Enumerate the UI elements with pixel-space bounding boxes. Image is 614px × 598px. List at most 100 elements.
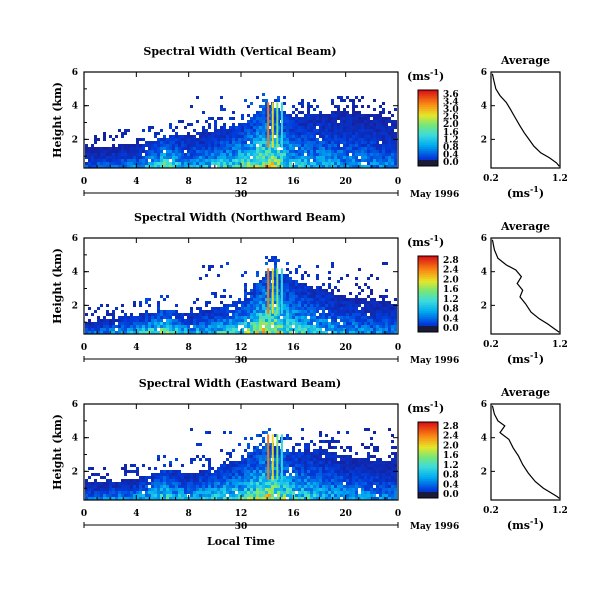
heatmap-cell — [319, 452, 322, 455]
heatmap-cell — [328, 292, 331, 295]
heatmap-cell — [256, 111, 259, 114]
heatmap-cell — [283, 298, 286, 301]
heatmap-cell — [178, 328, 181, 331]
heatmap-cell — [214, 319, 217, 322]
heatmap-cell — [226, 328, 229, 331]
heatmap-cell — [184, 488, 187, 491]
heatmap-cell — [97, 147, 100, 150]
heatmap-cell — [172, 319, 175, 322]
colorbar-swatch — [418, 275, 438, 278]
heatmap-cell — [220, 470, 223, 473]
heatmap-cell — [97, 159, 100, 162]
heatmap-cell — [88, 488, 91, 491]
heatmap-cell — [313, 126, 316, 129]
heatmap-cell — [265, 138, 268, 141]
heatmap-cell — [319, 304, 322, 307]
heatmap-cell — [310, 491, 313, 494]
heatmap-cell — [154, 479, 157, 482]
heatmap-cell — [376, 458, 379, 461]
heatmap-cell — [130, 316, 133, 319]
average-x-axis-label: (ms-1) — [507, 350, 544, 366]
heatmap-cell — [343, 307, 346, 310]
heatmap-cell — [238, 476, 241, 479]
heatmap-cell — [229, 316, 232, 319]
heatmap-cell — [259, 135, 262, 138]
heatmap-cell — [373, 316, 376, 319]
heatmap-cell — [166, 310, 169, 313]
heatmap-cell — [154, 319, 157, 322]
heatmap-cell — [301, 307, 304, 310]
heatmap-cell — [352, 298, 355, 301]
heatmap-cell — [127, 319, 130, 322]
heatmap-cell — [232, 467, 235, 470]
heatmap-cell — [253, 283, 256, 286]
heatmap-cell — [334, 120, 337, 123]
heatmap-cell — [241, 479, 244, 482]
heatmap-cell — [373, 301, 376, 304]
y-tick-label: 6 — [72, 234, 78, 244]
heatmap-cell — [361, 153, 364, 156]
heatmap-cell — [361, 159, 364, 162]
heatmap-cell — [343, 464, 346, 467]
heatmap-cell — [109, 494, 112, 497]
heatmap-cell — [244, 156, 247, 159]
heatmap-cell — [277, 485, 280, 488]
heatmap-cell — [118, 147, 121, 150]
heatmap-cell — [283, 123, 286, 126]
heatmap-cell — [346, 120, 349, 123]
heatmap-cell — [136, 316, 139, 319]
heatmap-cell — [199, 473, 202, 476]
heatmap-cell — [103, 135, 106, 138]
heatmap-cell — [346, 491, 349, 494]
heatmap-cell — [355, 117, 358, 120]
heatmap-cell — [94, 325, 97, 328]
heatmap-cell — [382, 111, 385, 114]
heatmap-cell — [307, 138, 310, 141]
average-x-axis-label: (ms-1) — [507, 516, 544, 532]
heatmap-cell — [316, 105, 319, 108]
heatmap-cell — [304, 129, 307, 132]
heatmap-cell — [274, 491, 277, 494]
x-tick-label: 12 — [235, 177, 248, 187]
heatmap-cell — [223, 322, 226, 325]
colorbar-swatch — [418, 320, 438, 323]
heatmap-cell — [367, 162, 370, 165]
y-tick-label: 6 — [72, 68, 78, 78]
heatmap-cell — [127, 331, 130, 334]
heatmap-cell — [346, 126, 349, 129]
colorbar-swatch — [418, 437, 438, 440]
heatmap-cell — [220, 144, 223, 147]
heatmap-cell — [298, 328, 301, 331]
heatmap-cell — [262, 322, 265, 325]
heatmap-cell — [232, 126, 235, 129]
heatmap-cell — [379, 120, 382, 123]
heatmap-cell — [130, 464, 133, 467]
heatmap-cell — [247, 316, 250, 319]
heatmap-cell — [301, 138, 304, 141]
heatmap-cell — [136, 482, 139, 485]
heatmap-cell — [340, 304, 343, 307]
heatmap-cell — [328, 458, 331, 461]
heatmap-cell — [394, 458, 397, 461]
heatmap-cell — [274, 283, 277, 286]
heatmap-cell — [382, 307, 385, 310]
heatmap-cell — [283, 488, 286, 491]
heatmap-cell — [166, 488, 169, 491]
heatmap-cell — [226, 159, 229, 162]
heatmap-cell — [376, 449, 379, 452]
colorbar-swatch — [418, 467, 438, 470]
heatmap-cell — [217, 159, 220, 162]
heatmap-cell — [295, 470, 298, 473]
heatmap-cell — [268, 461, 271, 464]
heatmap-cell — [205, 473, 208, 476]
heatmap-cell — [163, 147, 166, 150]
heatmap-cell — [274, 120, 277, 123]
heatmap-cell — [217, 141, 220, 144]
heatmap-cell — [211, 307, 214, 310]
heatmap-cell — [220, 129, 223, 132]
heatmap-cell — [361, 307, 364, 310]
heatmap-cell — [136, 488, 139, 491]
heatmap-cell — [349, 488, 352, 491]
heatmap-cell — [241, 144, 244, 147]
colorbar-swatch — [418, 156, 438, 159]
